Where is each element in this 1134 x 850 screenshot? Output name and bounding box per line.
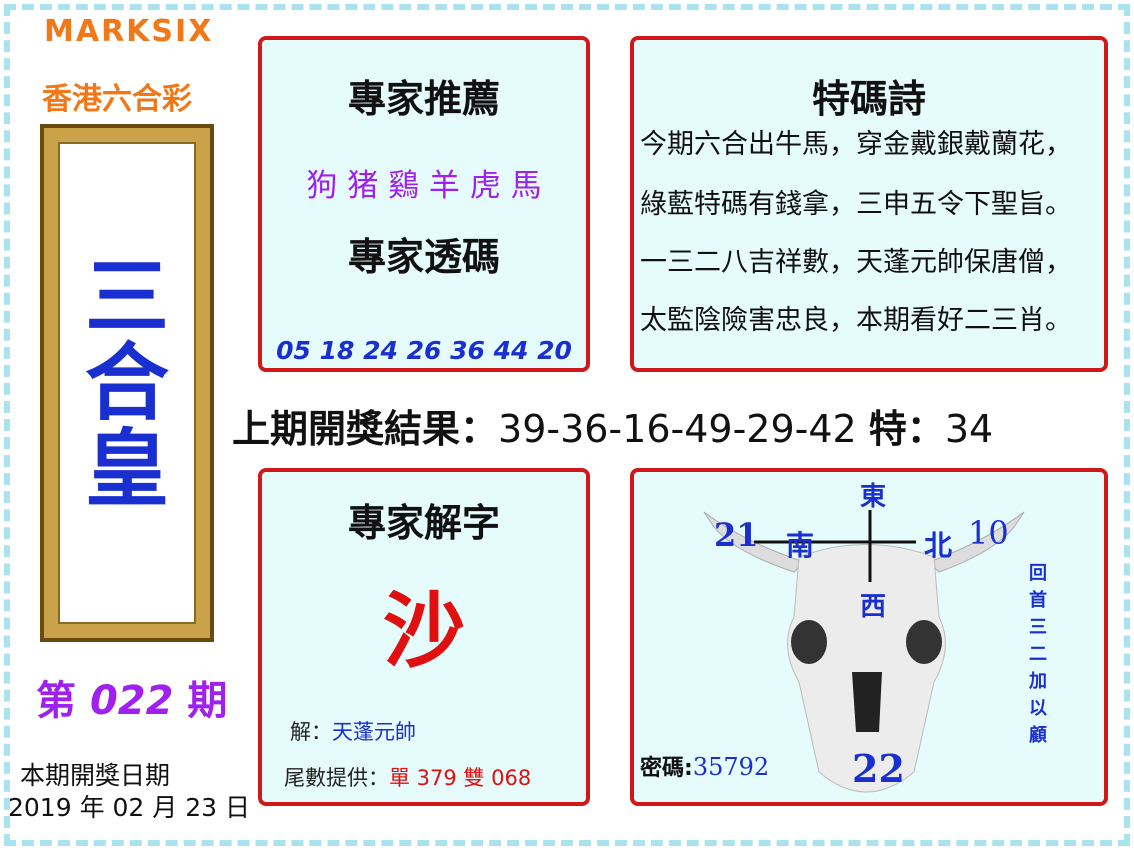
tail-numbers: 尾數提供：單 379 雙 068: [284, 762, 531, 792]
banner-char: 合: [84, 333, 169, 432]
draw-date-label: 本期開獎日期: [20, 761, 171, 790]
poem-title: 特碼詩: [811, 77, 926, 121]
secret-label: 密碼:: [640, 756, 693, 781]
side-char: 回: [1029, 563, 1047, 584]
special-label: 特：: [868, 407, 945, 451]
east-label: 東: [860, 482, 887, 512]
secret-value: 35792: [692, 753, 770, 781]
banner-frame: 三 合 皇: [40, 124, 214, 642]
last-result-label: 上期開獎結果：: [232, 407, 499, 451]
poem-line: 太監陰險害忠良，本期看好二三肖。: [640, 305, 1072, 336]
left-number: 21: [714, 516, 759, 554]
side-char: 顧: [1029, 725, 1047, 746]
draw-date-value: 2019 年 02 月 23 日: [8, 793, 250, 822]
riddle-char: 沙: [382, 584, 465, 679]
bottom-number: 22: [852, 746, 905, 791]
side-char: 三: [1029, 617, 1047, 638]
poem-line: 綠藍特碼有錢拿，三申五令下聖旨。: [640, 189, 1072, 220]
side-char: 首: [1029, 590, 1047, 611]
right-number: 10: [968, 514, 1009, 552]
banner-inner: 三 合 皇: [58, 142, 196, 624]
poem-line: 今期六合出牛馬，穿金戴銀戴蘭花，: [640, 129, 1072, 160]
special-number: 34: [944, 407, 994, 451]
skull-image: [703, 510, 1025, 793]
poem-line: 一三二八吉祥數，天蓬元帥保唐僧，: [640, 247, 1072, 278]
riddle-answer-label: 解：: [290, 720, 332, 744]
brand-zh: 香港六合彩: [42, 82, 192, 117]
tail-label: 尾數提供：: [284, 766, 389, 790]
riddle-answer: 解：天蓬元帥: [290, 716, 416, 746]
poem-panel: 特碼詩 今期六合出牛馬，穿金戴銀戴蘭花， 綠藍特碼有錢拿，三申五令下聖旨。 一三…: [630, 36, 1108, 372]
banner-char: 皇: [84, 420, 169, 519]
issue-prefix: 第: [36, 678, 76, 724]
tail-value: 單 379 雙 068: [389, 766, 532, 790]
issue-value: 022: [89, 678, 174, 724]
brand-en: MARKSIX: [44, 14, 214, 49]
last-result-numbers: 39-36-16-49-29-42: [498, 407, 857, 451]
expert-recommend-panel: 專家推薦 狗 猪 鷄 羊 虎 馬 專家透碼 05 18 24 26 36 44 …: [258, 36, 590, 372]
riddle-answer-value: 天蓬元帥: [332, 720, 416, 744]
south-label: 南: [786, 529, 815, 562]
secret-code: 密碼:35792: [640, 750, 769, 782]
skull-panel: 東 南 北 西 21 10 22 密碼:35792 回 首 三 二 加 以 顧: [630, 468, 1108, 806]
north-label: 北: [924, 529, 953, 562]
west-label: 西: [860, 592, 887, 622]
side-text: 回 首 三 二 加 以 顧: [1026, 560, 1050, 749]
expert-recommend-title: 專家推薦: [347, 77, 500, 121]
riddle-title: 專家解字: [347, 501, 500, 545]
banner-char: 三: [84, 247, 169, 346]
zodiac-picks: 狗 猪 鷄 羊 虎 馬: [306, 168, 542, 204]
side-char: 以: [1029, 698, 1047, 719]
expert-numbers: 05 18 24 26 36 44 20: [276, 336, 572, 365]
riddle-panel: 專家解字 沙 解：天蓬元帥 尾數提供：單 379 雙 068: [258, 468, 590, 806]
issue-number: 第 022 期: [36, 668, 227, 726]
side-char: 加: [1029, 671, 1047, 692]
issue-suffix: 期: [187, 678, 228, 724]
side-char: 二: [1029, 644, 1047, 665]
last-result: 上期開獎結果：39-36-16-49-29-42 特：34: [232, 398, 993, 453]
expert-numbers-title: 專家透碼: [347, 235, 500, 279]
